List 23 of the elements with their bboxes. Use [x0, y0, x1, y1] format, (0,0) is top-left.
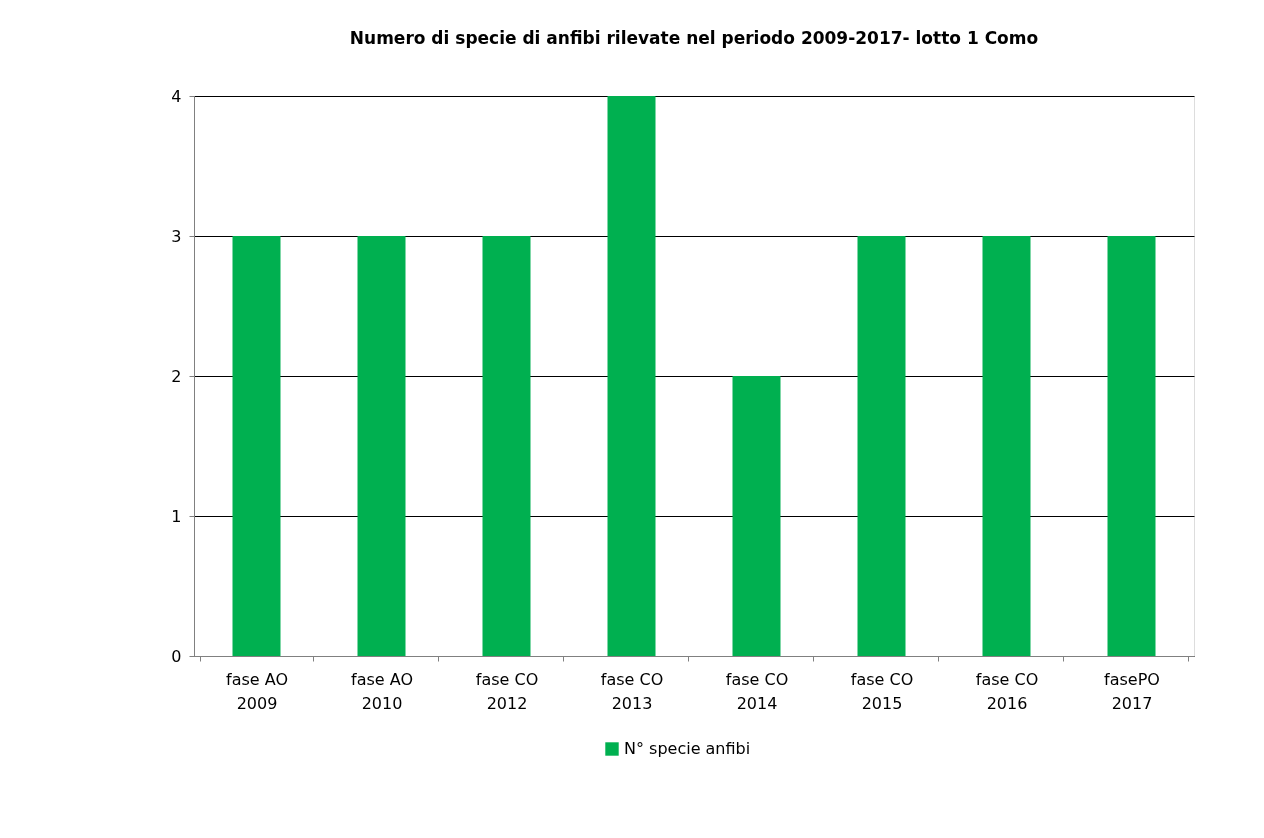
bar	[982, 236, 1031, 656]
x-tick-label: fase AO 2010	[351, 669, 413, 713]
bar	[607, 96, 656, 656]
bar	[482, 236, 531, 656]
y-tick-label: 1	[171, 506, 182, 526]
y-tick-label: 2	[171, 366, 182, 386]
y-tick-label: 4	[171, 86, 182, 106]
x-tick-label: fase CO 2016	[975, 669, 1039, 713]
bar	[732, 376, 781, 656]
bar	[357, 236, 406, 656]
x-tick-label: fase CO 2012	[475, 669, 539, 713]
x-tick-label: fase CO 2014	[725, 669, 789, 713]
y-tick-label: 3	[171, 226, 182, 246]
x-tick-label: fase AO 2009	[226, 669, 288, 713]
x-tick-label: fase CO 2013	[600, 669, 664, 713]
x-tick-label: fasePO 2017	[1104, 669, 1160, 713]
legend-label: N° specie anfibi	[624, 739, 751, 758]
y-tick-label: 0	[171, 646, 182, 666]
bar	[857, 236, 906, 656]
chart-title: Numero di specie di anfibi rilevate nel periodo 2009-2017- lotto 1 Como	[349, 28, 1039, 48]
bar	[1107, 236, 1156, 656]
x-tick-label: fase CO 2015	[850, 669, 914, 713]
bar	[232, 236, 281, 656]
